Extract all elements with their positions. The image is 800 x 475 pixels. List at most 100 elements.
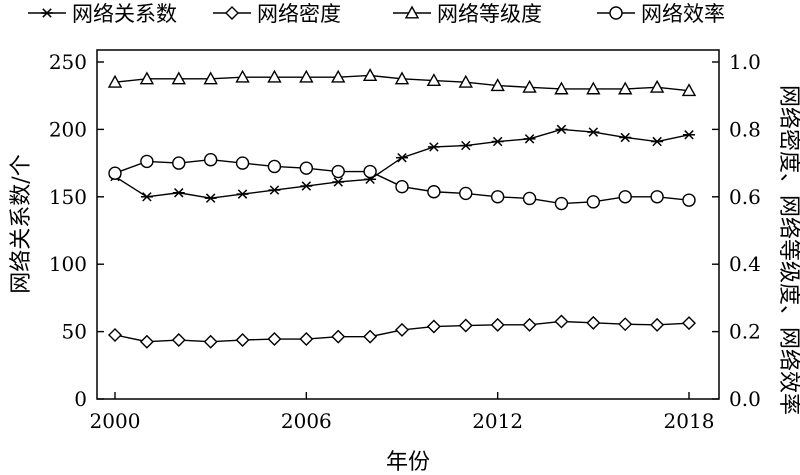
legend-item: 网络等级度 [393,2,542,26]
data-point [586,195,601,209]
y-right-tick-label: 0.0 [729,387,761,411]
y-right-tick-label: 0.6 [729,185,761,209]
data-point [554,81,569,95]
legend-marker [404,5,420,19]
y-axis-left-title: 网络关系数/个 [9,154,34,293]
data-point [140,154,154,169]
axis-ticks: 0 50 100 150 200 250 0.0 0.2 0.4 0.6 0.8 1.0 2000 200… [49,50,761,433]
data-point [491,136,504,147]
x-tick-label: 2012 [472,409,523,433]
data-point [682,316,696,331]
data-point [236,189,249,199]
data-point [363,329,378,344]
data-point [268,185,281,195]
data-point [394,71,410,85]
data-point [459,140,472,151]
y-right-tick-label: 0.8 [729,117,761,141]
data-point [683,130,695,140]
data-point [618,190,632,204]
legend-item: 网络关系数 [28,2,177,26]
data-point [426,319,441,334]
data-point [300,181,313,191]
data-point [650,190,664,204]
data-point [681,83,697,97]
data-point [172,156,186,170]
data-point [459,186,473,201]
data-point [203,153,218,167]
data-point [426,73,442,87]
legend-label: 网络效率 [641,2,725,26]
data-point [555,124,568,135]
legend-item: 网络效率 [597,2,725,26]
series-group [107,68,697,349]
data-point [331,164,345,179]
data-point [362,68,378,81]
data-point [427,185,441,199]
data-point [490,190,505,204]
legend-marker [609,6,623,20]
data-point [107,74,123,88]
x-tick-label: 2018 [664,409,715,433]
legend-item: 网络密度 [213,2,341,26]
y-left-tick-label: 250 [49,50,87,74]
data-point [396,152,408,163]
y-right-tick-label: 1.0 [729,50,761,74]
data-point [331,69,346,83]
y-left-tick-label: 100 [49,252,87,276]
x-tick-label: 2006 [281,409,332,433]
data-point [299,332,314,347]
legend-label: 网络密度 [257,2,341,26]
data-point [649,79,665,93]
data-point [235,156,250,170]
series-3 [107,68,697,97]
data-point [171,71,186,85]
series-2 [108,314,696,349]
plot-frame [96,49,720,400]
data-point [363,164,377,179]
data-point [395,322,409,337]
x-tick-label: 2000 [90,409,141,433]
data-point [458,74,473,88]
data-point [235,69,250,83]
y-right-tick-label: 0.4 [729,252,761,276]
data-point [490,78,505,92]
x-axis-title: 年份 [386,450,430,475]
data-point [618,317,633,332]
data-point [395,179,409,194]
y-right-tick-label: 0.2 [729,320,761,344]
data-point [267,69,282,83]
series-4 [108,153,696,211]
data-point [619,132,632,143]
data-point [139,334,154,349]
data-point [332,177,345,187]
data-point [682,193,696,207]
data-point [458,318,473,333]
y-left-tick-label: 0 [74,387,87,411]
data-point [331,329,346,344]
legend-marker [41,8,53,18]
data-point [108,327,122,342]
data-point [203,334,218,349]
data-point [523,134,536,144]
data-point [427,142,440,152]
data-point [139,71,155,85]
legend-label: 网络关系数 [72,2,177,26]
y-left-tick-label: 50 [62,320,87,344]
legend-marker [225,6,239,20]
data-point [554,314,569,329]
data-point [108,166,122,180]
data-point [299,69,314,83]
y-axis-right-title: 网络密度、网络等级度、网络效率 [776,85,800,415]
data-point [650,317,665,332]
data-point [522,79,537,93]
data-point [587,127,600,137]
legend: 网络关系数 网络密度 网络等级度 网络效率 [28,2,725,26]
data-point [171,333,186,348]
data-point [172,188,185,198]
data-point [522,317,537,332]
data-point [651,136,664,147]
data-point [490,317,505,332]
y-left-tick-label: 150 [49,185,87,209]
data-point [203,71,218,85]
